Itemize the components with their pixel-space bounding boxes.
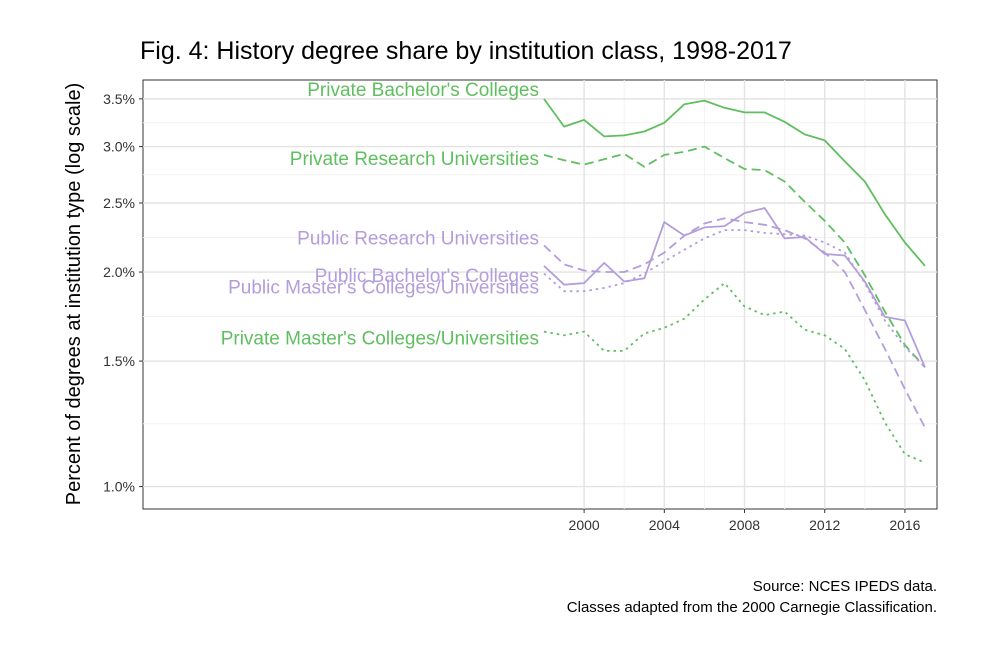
series-label: Private Master's Colleges/Universities	[221, 329, 539, 350]
x-tick-label: 2012	[809, 517, 840, 533]
y-tick-label: 3.5%	[103, 91, 135, 107]
series-label: Private Research Universities	[290, 149, 539, 170]
y-tick-label: 1.0%	[103, 479, 135, 495]
minor-gridlines	[143, 80, 937, 509]
plot-panel	[142, 79, 938, 510]
y-tick-label: 2.0%	[103, 264, 135, 280]
chart-title: Fig. 4: History degree share by institut…	[140, 37, 792, 65]
y-tick-label: 2.5%	[103, 195, 135, 211]
classification-caption: Classes adapted from the 2000 Carnegie C…	[567, 599, 937, 616]
series-label: Public Master's Colleges/Universities	[228, 278, 539, 299]
x-tick-label: 2004	[649, 517, 680, 533]
major-gridlines	[143, 80, 937, 509]
series-label: Private Bachelor's Colleges	[307, 80, 539, 101]
series-line-private-bachelor-s-colleges	[543, 98, 926, 267]
source-caption: Source: NCES IPEDS data.	[753, 578, 937, 595]
y-axis-title: Percent of degrees at institution type (…	[63, 83, 85, 505]
series-line-private-master-s-colleges-universities	[543, 282, 926, 464]
y-tick-label: 1.5%	[103, 353, 135, 369]
y-axis: 1.0% 1.5% 2.0% 2.5% 3.0% 3.5%	[103, 91, 143, 495]
series-labels: Private Bachelor's Colleges Private Resea…	[221, 80, 539, 350]
x-tick-label: 2000	[569, 517, 600, 533]
series-line-public-bachelor-s-colleges	[543, 207, 926, 368]
series-label: Public Research Universities	[297, 228, 539, 249]
x-tick-label: 2016	[889, 517, 920, 533]
series-label: Public Bachelor's Colleges	[315, 266, 539, 287]
series-lines	[543, 98, 926, 464]
x-tick-label: 2008	[729, 517, 760, 533]
x-axis: 2000 2004 2008 2012 2016	[569, 509, 921, 533]
y-tick-label: 3.0%	[103, 139, 135, 155]
